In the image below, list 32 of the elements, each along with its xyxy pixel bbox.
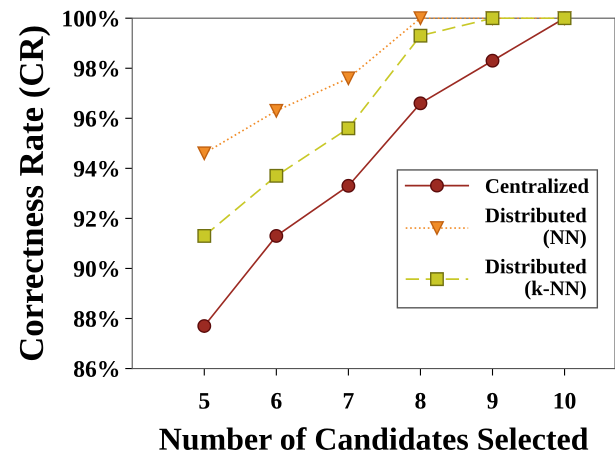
point	[341, 71, 356, 86]
point	[197, 228, 212, 243]
x-axis-title: Number of Candidates Selected	[159, 427, 588, 450]
point	[197, 319, 212, 333]
legend-label: Distributed (k-NN)	[485, 258, 586, 300]
point	[414, 28, 428, 43]
y-tick-label: 90%	[74, 260, 118, 277]
x-tick-label: 10	[554, 392, 576, 409]
x-tick-label: 7	[344, 393, 354, 409]
point	[269, 168, 284, 183]
y-tick-label: 92%	[74, 210, 118, 227]
point	[269, 228, 284, 243]
y-tick-label: 100%	[63, 10, 118, 27]
legend-label: Distributed (NN)	[485, 208, 586, 248]
point	[414, 96, 428, 110]
y-tick-label: 98%	[74, 60, 118, 77]
y-axis-title: Correctness Rate (CR)	[18, 26, 50, 360]
x-tick-label: 9	[487, 392, 498, 409]
y-tick-label: 96%	[74, 110, 118, 127]
point	[197, 146, 212, 160]
y-tick-label: 94%	[74, 160, 118, 177]
point	[341, 178, 356, 193]
legend-label: Centralized	[486, 178, 589, 194]
x-tick-label: 8	[415, 392, 426, 409]
x-tick-label: 6	[271, 392, 282, 409]
y-tick-label: 86%	[74, 361, 118, 378]
point	[269, 104, 284, 118]
point	[486, 54, 500, 68]
x-tick-label: 5	[199, 393, 210, 409]
point	[414, 11, 428, 26]
point	[341, 121, 356, 136]
y-tick-label: 88%	[74, 310, 118, 327]
